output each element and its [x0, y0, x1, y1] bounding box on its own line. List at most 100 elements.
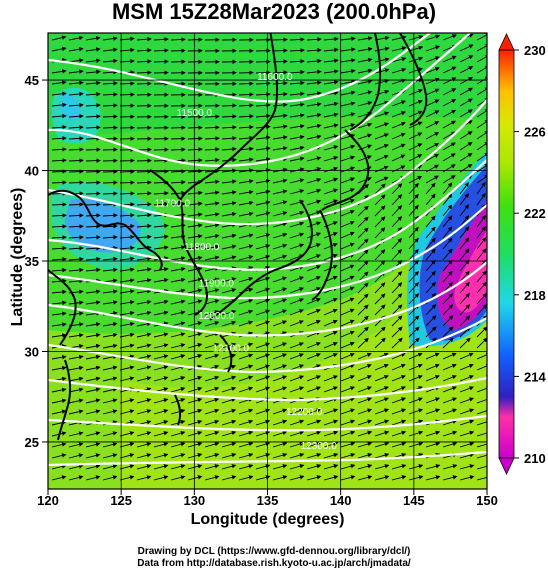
- wind-arrow: [170, 376, 186, 382]
- wind-arrow: [68, 365, 84, 371]
- wind-arrow: [476, 181, 486, 195]
- wind-arrow: [187, 475, 203, 481]
- wind-arrow: [340, 275, 355, 283]
- wind-arrow: [238, 386, 254, 393]
- wind-arrow: [408, 430, 424, 437]
- wind-arrow: [323, 123, 339, 129]
- wind-arrow: [340, 220, 355, 228]
- wind-arrow: [119, 256, 135, 262]
- wind-arrow: [408, 375, 423, 382]
- wind-arrow: [204, 201, 220, 206]
- wind-arrow: [476, 430, 487, 437]
- wind-arrow: [459, 304, 471, 316]
- wind-arrow: [476, 237, 487, 250]
- wind-arrow: [357, 408, 373, 415]
- wind-arrow: [221, 397, 237, 404]
- wind-arrow: [255, 320, 271, 327]
- wind-arrow: [306, 69, 322, 75]
- wind-arrow: [136, 59, 152, 64]
- wind-arrow: [374, 293, 386, 305]
- coastlines: [48, 33, 428, 441]
- wind-arrow: [119, 431, 135, 437]
- wind-arrow: [374, 111, 390, 118]
- wind-arrow: [476, 397, 487, 404]
- wind-arrow: [85, 36, 101, 41]
- wind-arrow: [221, 146, 237, 152]
- wind-arrow: [221, 201, 237, 206]
- wind-arrow: [476, 44, 487, 52]
- wind-arrow: [289, 375, 305, 382]
- wind-arrow: [391, 143, 406, 151]
- wind-arrow: [102, 58, 118, 64]
- wind-arrow: [204, 453, 220, 459]
- wind-arrow: [357, 386, 372, 393]
- wind-arrow: [119, 213, 135, 218]
- wind-arrow: [102, 256, 118, 262]
- wind-arrow: [255, 309, 271, 316]
- chart-title: MSM 15Z28Mar2023 (200.0hPa): [111, 0, 437, 24]
- wind-arrow: [153, 420, 169, 426]
- wind-arrow: [153, 376, 169, 382]
- wind-arrow: [289, 189, 305, 195]
- wind-arrow: [272, 298, 288, 305]
- wind-arrow: [476, 408, 487, 415]
- wind-arrow: [425, 110, 440, 118]
- wind-arrow: [357, 47, 373, 52]
- wind-arrow: [476, 453, 487, 459]
- wind-arrow: [187, 332, 203, 338]
- wind-arrow: [408, 176, 423, 184]
- wind-arrow: [323, 188, 339, 195]
- wind-arrow: [119, 442, 135, 448]
- wind-arrow: [374, 249, 386, 261]
- wind-arrow: [306, 430, 322, 437]
- wind-arrow: [459, 152, 473, 162]
- wind-arrow: [374, 144, 389, 151]
- wind-arrow: [425, 375, 440, 382]
- wind-arrow: [357, 352, 372, 360]
- wind-arrow: [323, 353, 338, 360]
- wind-arrow: [153, 332, 169, 338]
- wind-arrow: [221, 190, 237, 195]
- wind-arrow: [459, 109, 473, 118]
- wind-arrow: [68, 431, 84, 437]
- wind-arrow: [442, 226, 453, 239]
- wind-arrow: [221, 114, 237, 119]
- wind-arrow: [340, 210, 355, 217]
- wind-arrow: [289, 113, 305, 118]
- wind-arrow: [187, 321, 203, 327]
- wind-arrow: [340, 177, 355, 184]
- wind-arrow: [102, 81, 118, 86]
- wind-arrow: [68, 278, 84, 284]
- wind-arrow: [442, 397, 458, 404]
- wind-arrow: [187, 288, 203, 294]
- wind-arrow: [289, 464, 305, 470]
- wind-arrow: [340, 352, 355, 360]
- wind-arrow: [425, 270, 436, 283]
- wind-arrow: [187, 201, 203, 207]
- wind-arrow: [187, 299, 203, 305]
- wind-arrow: [272, 364, 288, 371]
- wind-arrow: [272, 353, 288, 360]
- wind-arrow: [442, 193, 453, 206]
- wind-arrow: [391, 57, 407, 63]
- wind-arrow: [187, 277, 203, 283]
- wind-arrow: [204, 342, 220, 349]
- wind-arrow: [204, 223, 220, 228]
- wind-arrow: [119, 267, 135, 272]
- wind-arrow: [170, 179, 186, 185]
- wind-arrow: [459, 441, 475, 448]
- wind-arrow: [323, 341, 338, 349]
- wind-arrow: [340, 199, 355, 206]
- wind-arrow: [204, 136, 220, 141]
- wind-arrow: [119, 376, 135, 382]
- wind-arrow: [374, 68, 390, 74]
- wind-arrow: [425, 248, 436, 261]
- wind-arrow: [340, 430, 356, 437]
- wind-arrow: [340, 112, 356, 118]
- wind-arrow: [442, 386, 457, 393]
- wind-arrow: [476, 65, 487, 74]
- wind-arrow: [153, 464, 169, 470]
- wind-arrow: [102, 300, 118, 305]
- y-tick-label: 30: [25, 344, 39, 359]
- wind-arrow: [85, 202, 101, 207]
